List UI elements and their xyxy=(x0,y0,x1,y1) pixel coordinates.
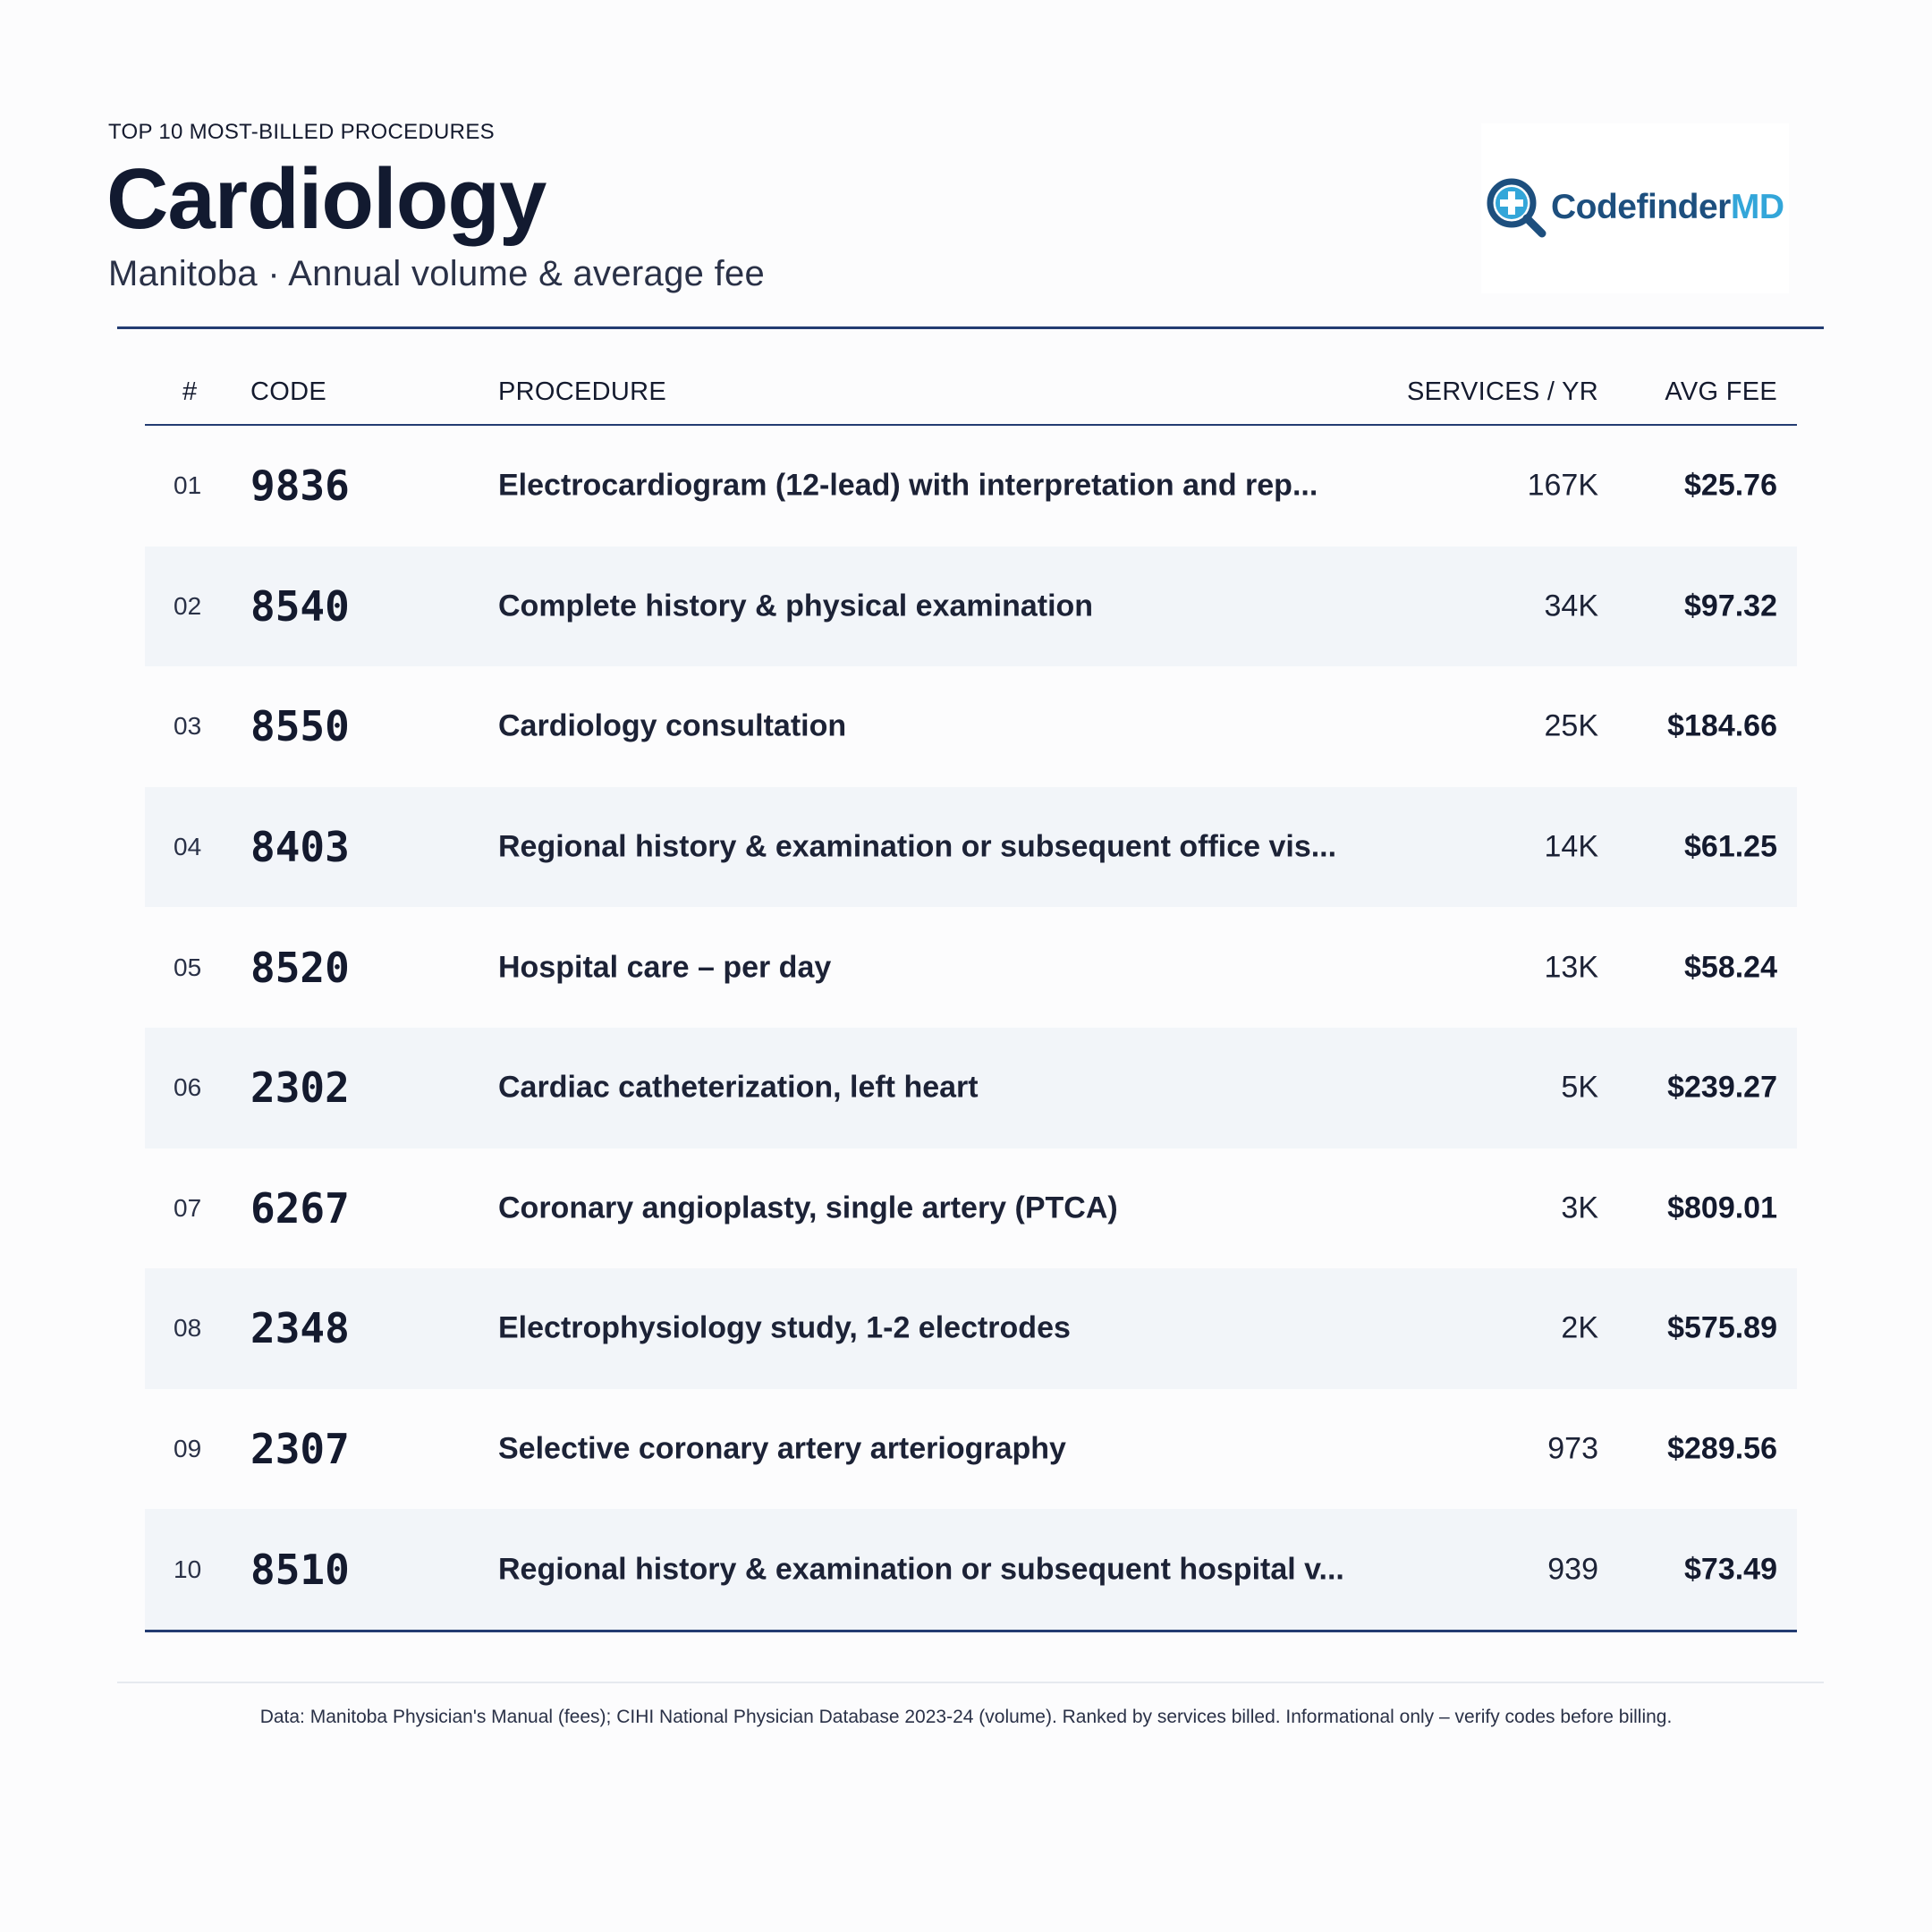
row-services: 25K xyxy=(1544,708,1599,743)
table-row: 04 8403 Regional history & examination o… xyxy=(145,786,1797,908)
row-code: 8403 xyxy=(250,823,350,872)
row-rank: 05 xyxy=(174,953,202,981)
row-services: 5K xyxy=(1561,1070,1598,1105)
row-rank: 03 xyxy=(174,712,202,741)
row-rank: 09 xyxy=(174,1435,202,1463)
row-fee: $575.89 xyxy=(1667,1310,1777,1345)
row-rank: 02 xyxy=(174,591,202,620)
table-row: 07 6267 Coronary angioplasty, single art… xyxy=(145,1148,1797,1269)
row-code: 8520 xyxy=(250,943,350,992)
table-row: 01 9836 Electrocardiogram (12-lead) with… xyxy=(145,426,1797,547)
magnifier-plus-icon xyxy=(1487,178,1546,238)
row-code: 2307 xyxy=(250,1425,350,1474)
row-code: 6267 xyxy=(250,1183,350,1233)
row-rank: 10 xyxy=(174,1555,202,1583)
procedures-table: # CODE PROCEDURE SERVICES / YR AVG FEE 0… xyxy=(145,358,1797,1632)
row-code: 9836 xyxy=(250,462,350,511)
column-header-services: SERVICES / YR xyxy=(1407,377,1598,406)
row-rank: 01 xyxy=(174,471,202,500)
row-services: 939 xyxy=(1547,1552,1598,1587)
page-title: Cardiology xyxy=(106,151,547,247)
row-procedure: Electrophysiology study, 1-2 electrodes xyxy=(498,1310,1071,1345)
row-code: 2302 xyxy=(250,1063,350,1113)
column-header-rank: # xyxy=(182,377,198,406)
logo-wordmark: CodefinderMD xyxy=(1551,188,1784,226)
header-divider xyxy=(117,326,1824,329)
row-code: 2348 xyxy=(250,1304,350,1353)
row-procedure: Selective coronary artery arteriography xyxy=(498,1431,1066,1466)
row-procedure: Cardiac catheterization, left heart xyxy=(498,1070,979,1105)
row-fee: $61.25 xyxy=(1684,829,1777,864)
table-row: 05 8520 Hospital care – per day 13K $58.… xyxy=(145,907,1797,1028)
table-row: 06 2302 Cardiac catheterization, left he… xyxy=(145,1027,1797,1148)
row-procedure: Coronary angioplasty, single artery (PTC… xyxy=(498,1191,1118,1225)
page-subtitle: Manitoba · Annual volume & average fee xyxy=(108,254,766,293)
table-row: 08 2348 Electrophysiology study, 1-2 ele… xyxy=(145,1268,1797,1389)
row-procedure: Electrocardiogram (12-lead) with interpr… xyxy=(498,468,1318,503)
codefindermd-logo: CodefinderMD xyxy=(1481,123,1789,293)
row-fee: $73.49 xyxy=(1684,1552,1777,1587)
row-procedure: Regional history & examination or subseq… xyxy=(498,1552,1344,1587)
row-services: 2K xyxy=(1561,1310,1598,1345)
footnote: Data: Manitoba Physician's Manual (fees)… xyxy=(259,1707,1673,1727)
table-row: 10 8510 Regional history & examination o… xyxy=(145,1509,1797,1630)
row-procedure: Hospital care – per day xyxy=(498,950,832,985)
row-fee: $97.32 xyxy=(1684,589,1777,623)
eyebrow-label: TOP 10 MOST-BILLED PROCEDURES xyxy=(108,120,495,144)
row-rank: 06 xyxy=(174,1073,202,1102)
row-services: 973 xyxy=(1547,1431,1598,1466)
row-code: 8540 xyxy=(250,581,350,631)
row-fee: $25.76 xyxy=(1684,468,1777,503)
table-row: 02 8540 Complete history & physical exam… xyxy=(145,546,1797,667)
row-services: 13K xyxy=(1544,950,1599,985)
column-header-procedure: PROCEDURE xyxy=(498,377,666,406)
row-procedure: Regional history & examination or subseq… xyxy=(498,829,1337,864)
table-bottom-divider xyxy=(145,1629,1797,1632)
row-services: 3K xyxy=(1561,1191,1598,1225)
table-row: 03 8550 Cardiology consultation 25K $184… xyxy=(145,666,1797,787)
table-header: # CODE PROCEDURE SERVICES / YR AVG FEE xyxy=(145,358,1797,426)
row-rank: 07 xyxy=(174,1193,202,1222)
row-code: 8550 xyxy=(250,702,350,751)
column-header-code: CODE xyxy=(250,377,326,406)
row-fee: $239.27 xyxy=(1667,1070,1777,1105)
row-fee: $184.66 xyxy=(1667,708,1777,743)
row-services: 167K xyxy=(1527,468,1598,503)
row-procedure: Cardiology consultation xyxy=(498,708,847,743)
row-rank: 08 xyxy=(174,1314,202,1343)
footer-divider xyxy=(117,1682,1824,1683)
row-code: 8510 xyxy=(250,1545,350,1594)
row-fee: $809.01 xyxy=(1667,1191,1777,1225)
column-header-fee: AVG FEE xyxy=(1665,377,1777,406)
row-services: 34K xyxy=(1544,589,1599,623)
row-rank: 04 xyxy=(174,833,202,861)
row-fee: $58.24 xyxy=(1684,950,1777,985)
table-row: 09 2307 Selective coronary artery arteri… xyxy=(145,1389,1797,1510)
row-services: 14K xyxy=(1544,829,1599,864)
row-fee: $289.56 xyxy=(1667,1431,1777,1466)
row-procedure: Complete history & physical examination xyxy=(498,589,1094,623)
